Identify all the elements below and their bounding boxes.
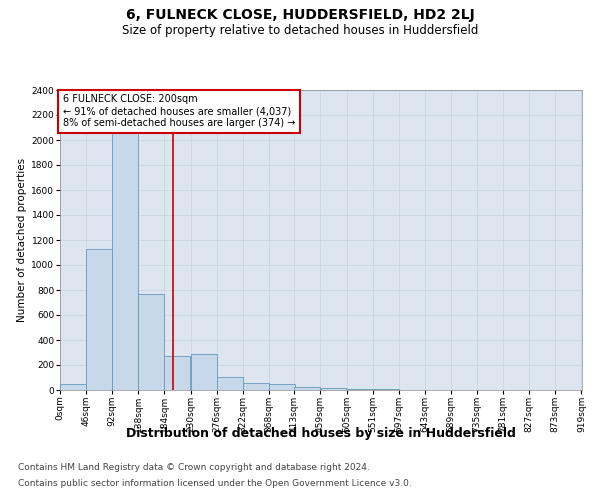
Bar [191, 354, 217, 390]
Bar [295, 386, 320, 390]
Bar [347, 389, 373, 390]
Text: Size of property relative to detached houses in Huddersfield: Size of property relative to detached ho… [122, 24, 478, 37]
Bar [112, 121, 138, 390]
Bar [139, 294, 164, 390]
Bar [164, 356, 190, 390]
Text: 6 FULNECK CLOSE: 200sqm
← 91% of detached houses are smaller (4,037)
8% of semi-: 6 FULNECK CLOSE: 200sqm ← 91% of detache… [62, 94, 295, 128]
Text: Contains public sector information licensed under the Open Government Licence v3: Contains public sector information licen… [18, 478, 412, 488]
Text: Distribution of detached houses by size in Huddersfield: Distribution of detached houses by size … [126, 428, 516, 440]
Bar [60, 384, 86, 390]
Bar [217, 377, 242, 390]
Text: Contains HM Land Registry data © Crown copyright and database right 2024.: Contains HM Land Registry data © Crown c… [18, 464, 370, 472]
Bar [243, 382, 269, 390]
Y-axis label: Number of detached properties: Number of detached properties [17, 158, 27, 322]
Bar [269, 384, 295, 390]
Bar [86, 248, 112, 390]
Text: 6, FULNECK CLOSE, HUDDERSFIELD, HD2 2LJ: 6, FULNECK CLOSE, HUDDERSFIELD, HD2 2LJ [125, 8, 475, 22]
Bar [320, 388, 346, 390]
